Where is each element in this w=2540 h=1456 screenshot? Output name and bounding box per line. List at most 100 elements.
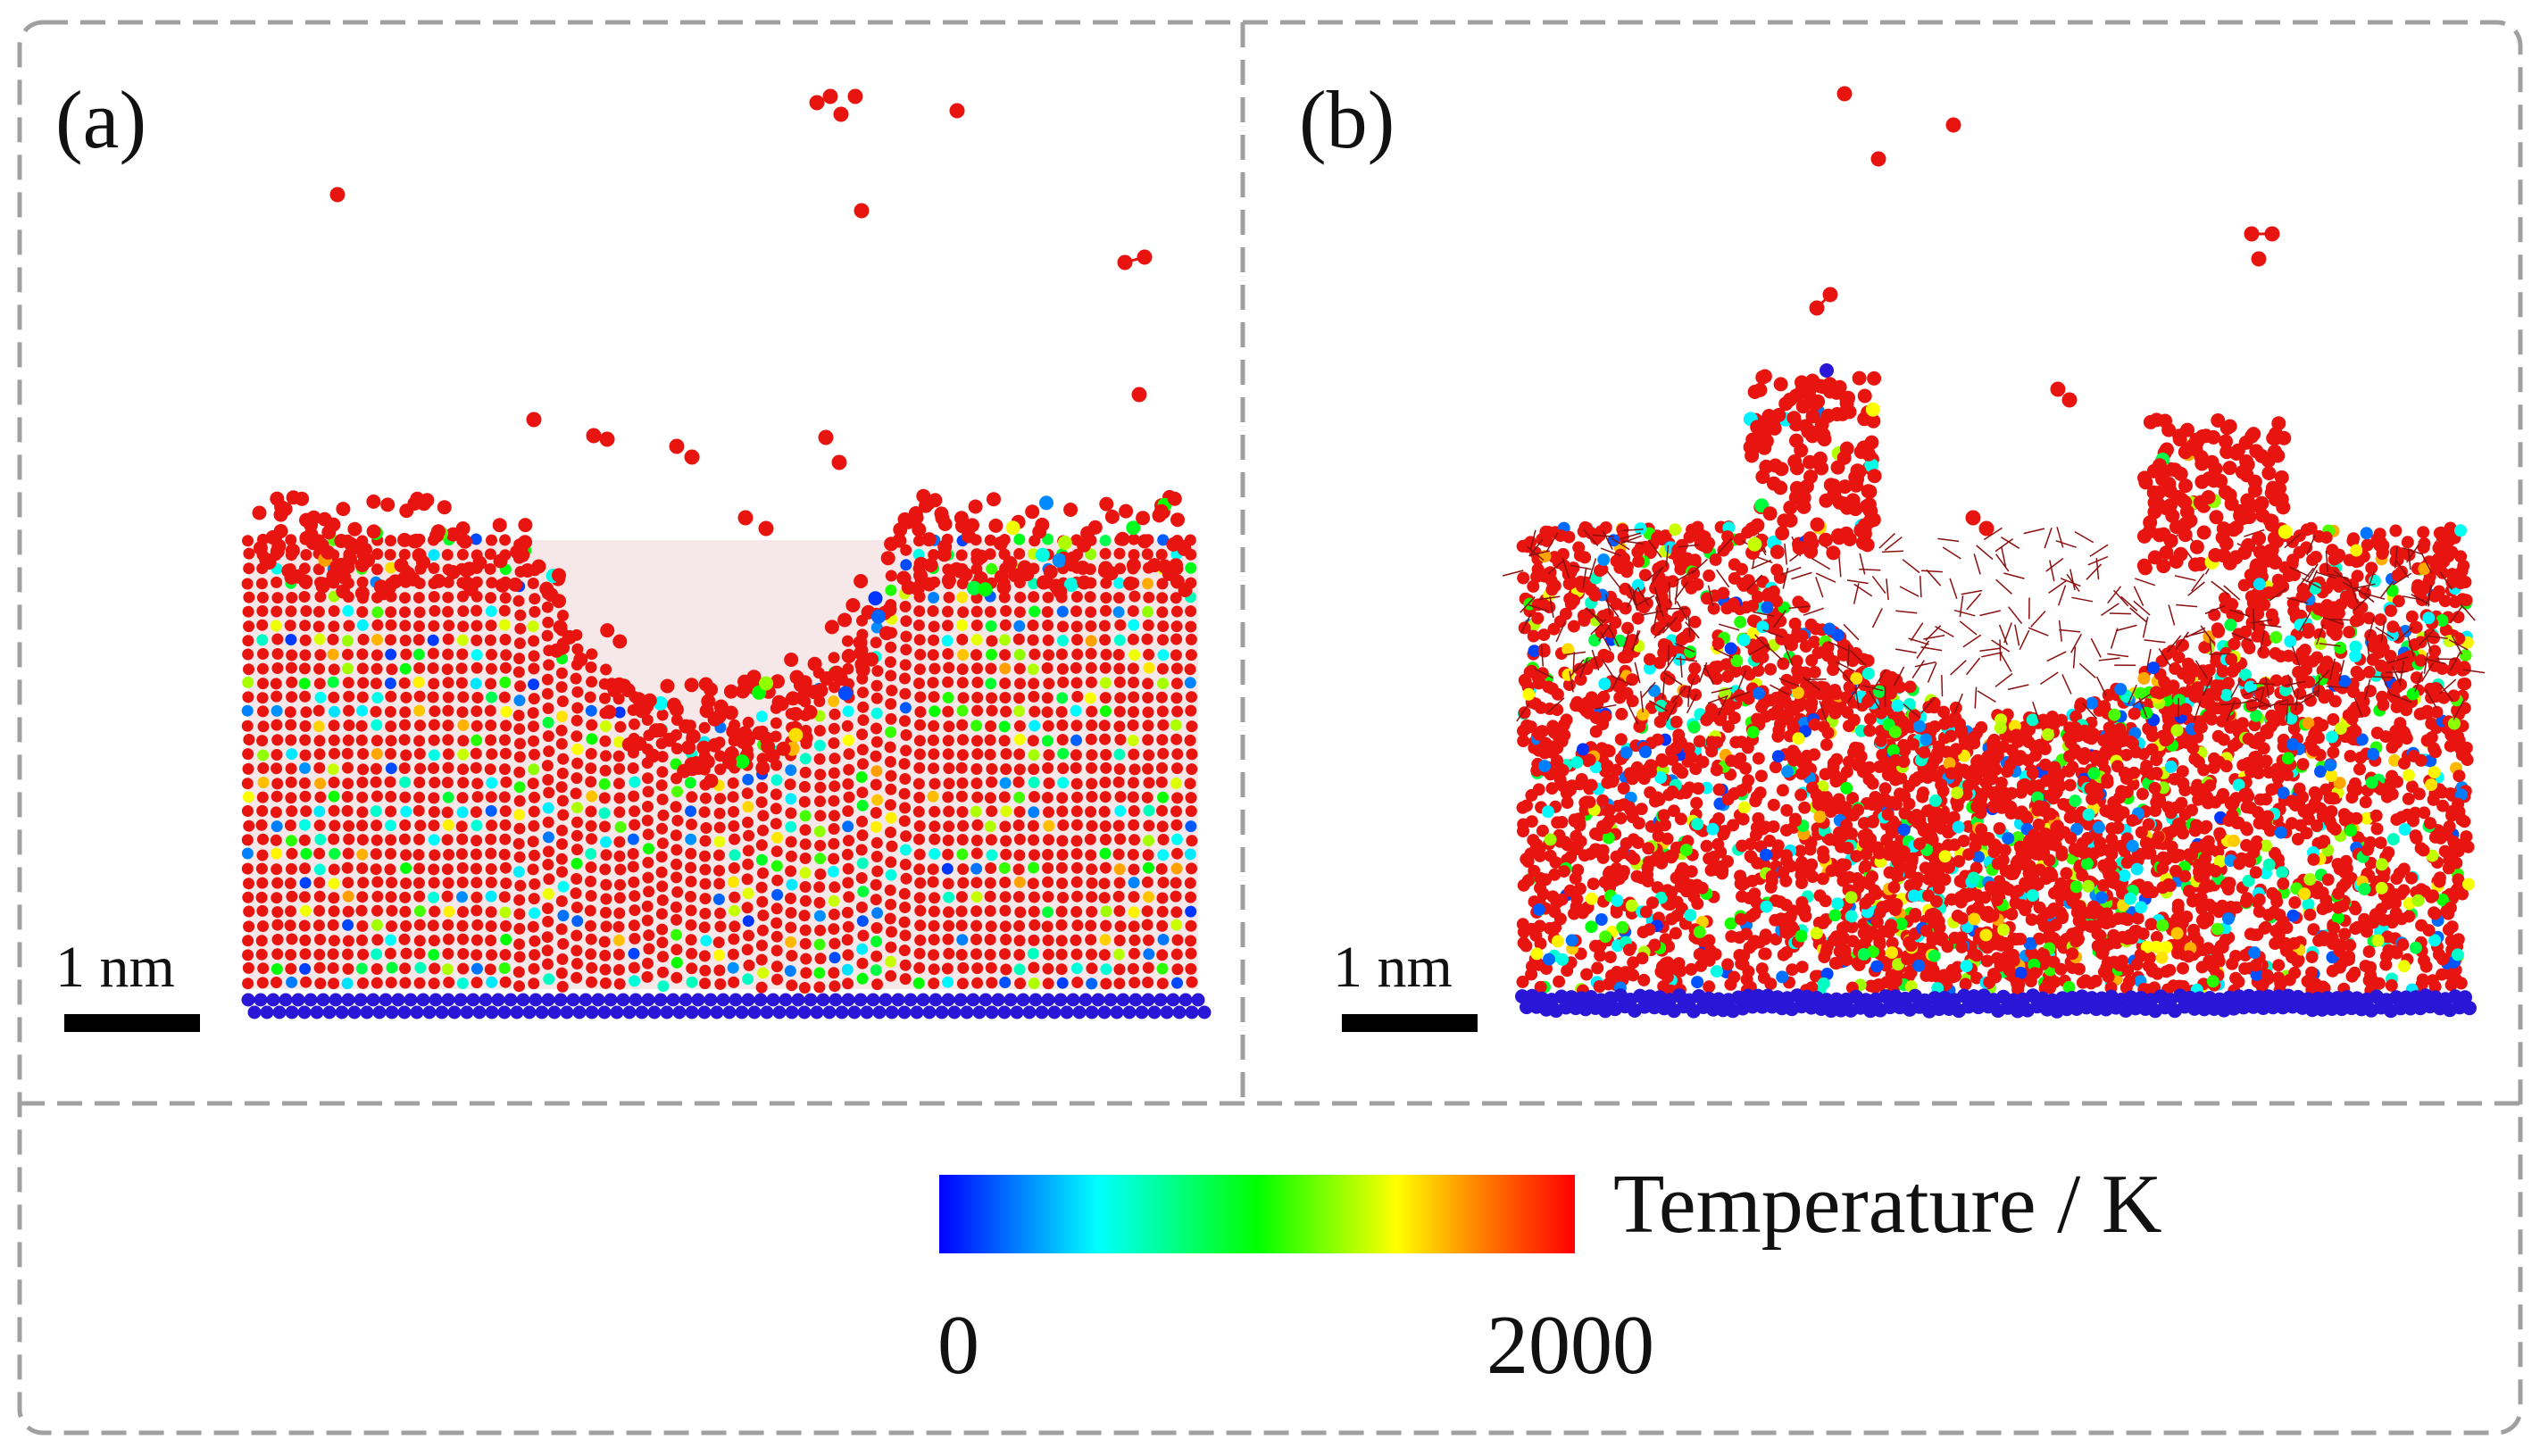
atom — [278, 502, 293, 517]
atom — [528, 978, 540, 990]
atom — [586, 676, 598, 688]
atom — [1185, 905, 1197, 918]
atom — [947, 1005, 962, 1019]
atom — [1171, 934, 1184, 946]
atom — [1143, 948, 1155, 961]
atom — [1042, 876, 1054, 888]
atom — [1013, 849, 1026, 861]
atom — [1128, 748, 1140, 761]
atom — [1057, 536, 1072, 550]
atom — [1157, 534, 1170, 546]
atom — [1123, 576, 1138, 591]
atom — [685, 861, 697, 874]
atom — [528, 678, 540, 691]
atom — [1013, 733, 1026, 745]
atom — [971, 704, 984, 717]
atom — [1156, 592, 1169, 604]
atom — [685, 890, 696, 903]
atom — [685, 876, 697, 887]
atom — [1170, 733, 1183, 745]
atom — [655, 851, 668, 863]
atom — [837, 612, 853, 628]
atom — [317, 512, 332, 527]
atom — [629, 805, 641, 818]
atom — [285, 835, 297, 847]
atom — [998, 791, 1011, 803]
atom — [1056, 635, 1069, 647]
bond — [1124, 255, 1145, 264]
atom — [1170, 862, 1183, 875]
atom — [492, 518, 507, 533]
atom — [457, 691, 470, 703]
atom — [870, 707, 883, 720]
atom — [1013, 705, 1025, 718]
atom — [1013, 919, 1026, 932]
atom — [1781, 765, 1795, 778]
atom — [1128, 819, 1140, 831]
atom — [1594, 564, 1606, 578]
atom — [1788, 617, 1802, 630]
atom — [357, 948, 370, 961]
atom — [1128, 947, 1140, 960]
atom — [871, 907, 884, 919]
atom — [755, 761, 770, 776]
atom — [957, 820, 970, 832]
atom — [499, 734, 511, 746]
atom — [257, 762, 270, 774]
atom — [671, 886, 684, 898]
atom — [653, 695, 668, 711]
atom — [928, 949, 940, 961]
atom — [1003, 555, 1018, 570]
atom — [1185, 935, 1197, 947]
atom — [1113, 935, 1126, 946]
atom — [655, 908, 668, 920]
atom — [993, 536, 1008, 551]
atom — [729, 849, 741, 861]
atom — [342, 877, 354, 889]
atom — [842, 862, 854, 875]
atom — [941, 635, 954, 647]
atom — [1776, 784, 1789, 797]
atom — [1070, 805, 1083, 818]
atom — [1056, 977, 1069, 989]
outer-frame — [17, 20, 2523, 1435]
atom — [347, 1005, 362, 1019]
atom — [456, 634, 469, 646]
atom — [513, 766, 526, 778]
atom — [256, 591, 269, 603]
atom — [1750, 790, 1763, 803]
atom — [428, 762, 440, 774]
atom — [766, 993, 780, 1007]
atom — [1042, 978, 1054, 990]
atom — [1071, 634, 1083, 646]
atom — [2123, 975, 2136, 988]
atom — [397, 532, 412, 547]
atom — [257, 720, 270, 733]
atom — [2386, 787, 2399, 801]
atom — [312, 720, 325, 733]
atom — [343, 620, 355, 632]
atom — [1711, 837, 1725, 851]
atom — [828, 837, 840, 850]
atom — [1157, 678, 1169, 690]
atom — [870, 836, 883, 849]
atom — [428, 935, 440, 947]
atom — [1142, 977, 1154, 988]
atom — [797, 1005, 812, 1019]
atom — [857, 714, 870, 727]
atom — [885, 811, 897, 824]
atom — [999, 891, 1012, 903]
atom — [543, 831, 554, 844]
atom — [555, 895, 568, 907]
atom — [928, 978, 940, 990]
atom — [1086, 948, 1097, 961]
atom — [313, 820, 326, 832]
atom — [922, 1005, 937, 1019]
atom — [243, 562, 255, 575]
atom — [900, 728, 912, 741]
atom — [842, 734, 854, 746]
atom — [329, 993, 343, 1007]
atom — [1561, 796, 1574, 810]
atom — [856, 744, 869, 756]
atom — [994, 570, 1009, 585]
